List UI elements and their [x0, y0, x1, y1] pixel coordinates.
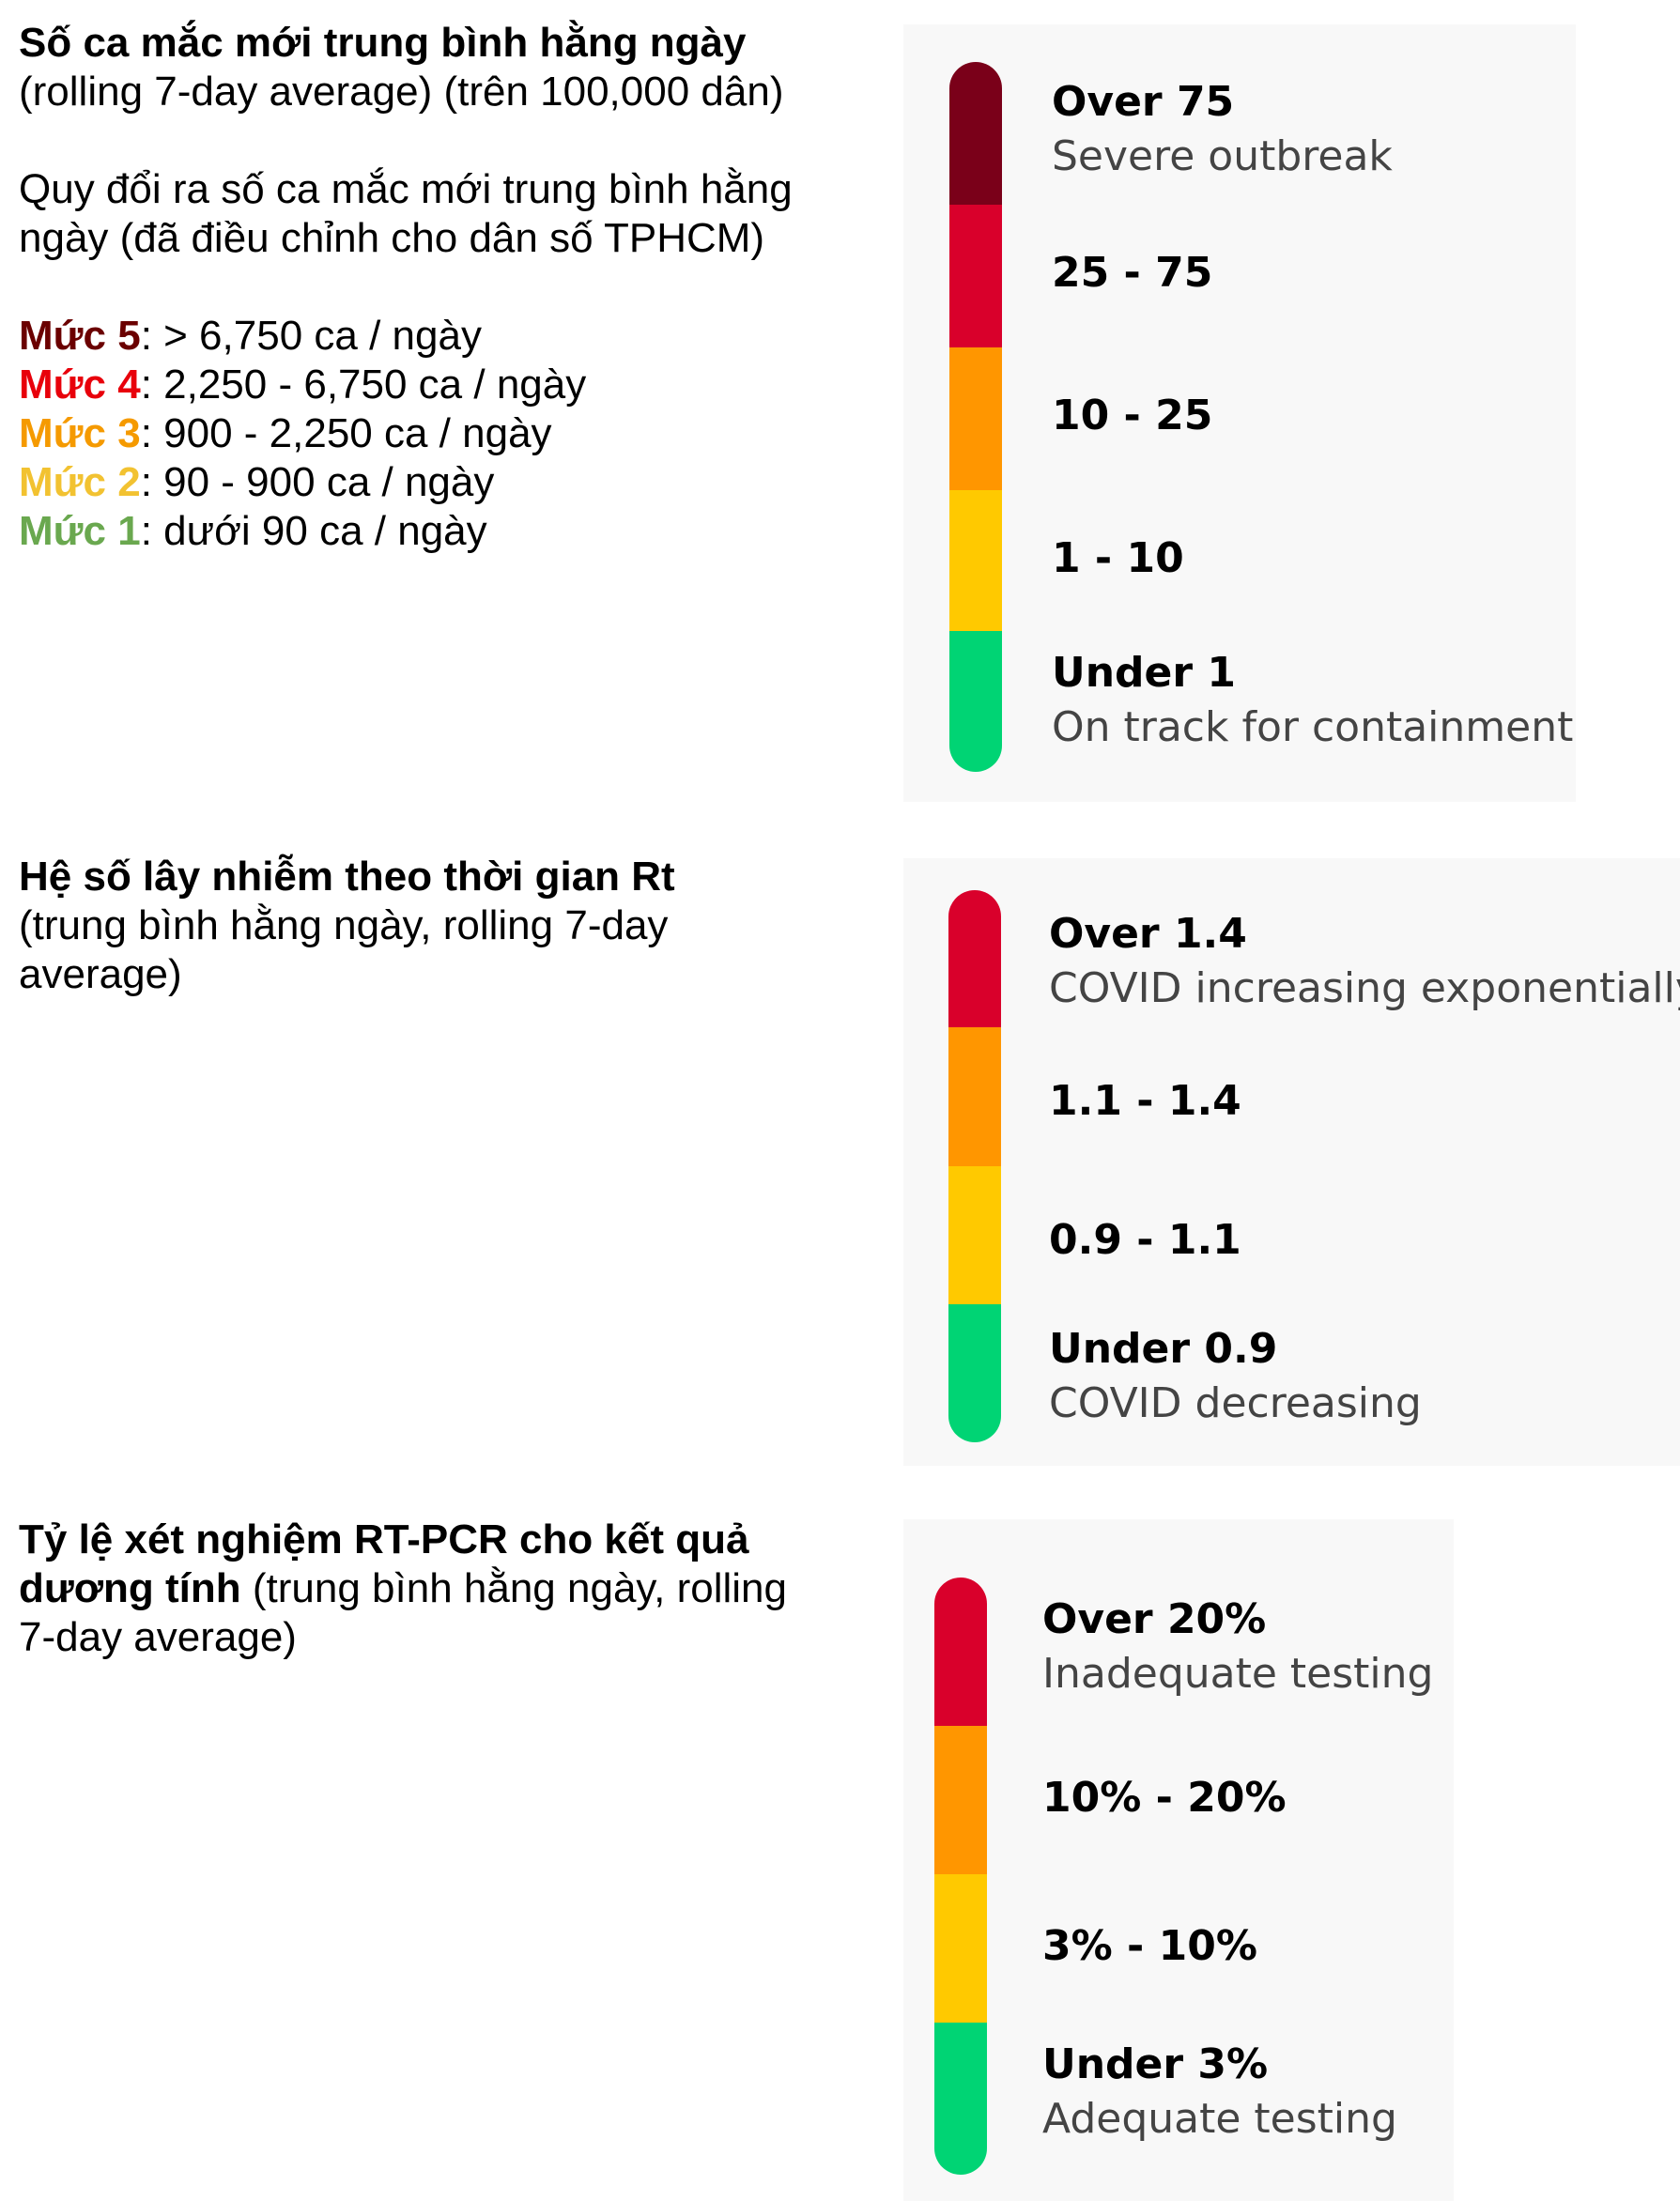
scale-range: 3% - 10%	[1042, 1922, 1257, 1970]
rt-title: Hệ số lây nhiễm theo thời gian Rt	[19, 854, 675, 900]
rt-subtitle-line-2: average)	[19, 951, 182, 997]
scale-segment	[949, 347, 1002, 490]
scale-segment	[949, 631, 1002, 772]
conversion-line-1: Quy đổi ra số ca mắc mới trung bình hằng	[19, 166, 793, 212]
level-text: : 90 - 900 ca / ngày	[140, 459, 495, 505]
scale-description: Inadequate testing	[1042, 1650, 1434, 1698]
level-name: Mức 2	[19, 459, 141, 505]
section-case-rate: Số ca mắc mới trung bình hằng ngày (roll…	[19, 19, 864, 556]
level-item-4: Mức 4: 2,250 - 6,750 ca / ngày	[19, 361, 864, 409]
scale-segment	[948, 1166, 1001, 1304]
scale-description: COVID decreasing	[1049, 1379, 1422, 1427]
scale-label: 10% - 20%	[1042, 1771, 1287, 1825]
scale-label: 0.9 - 1.1	[1049, 1213, 1241, 1268]
scale-label: Under 1 On track for containment	[1052, 646, 1573, 755]
case-rate-title: Số ca mắc mới trung bình hằng ngày	[19, 20, 747, 66]
scale-label: Under 3% Adequate testing	[1042, 2038, 1397, 2147]
case-rate-color-bar	[949, 62, 1002, 772]
positivity-title-line-1: Tỷ lệ xét nghiệm RT-PCR cho kết quả	[19, 1516, 749, 1562]
scale-label: Over 1.4 COVID increasing exponentially	[1049, 907, 1680, 1016]
scale-label: Over 20% Inadequate testing	[1042, 1593, 1433, 1701]
scale-range: Over 75	[1052, 78, 1235, 126]
scale-label: Under 0.9 COVID decreasing	[1049, 1322, 1422, 1431]
scale-segment	[949, 205, 1002, 347]
level-text: : 2,250 - 6,750 ca / ngày	[140, 362, 587, 408]
section-positivity: Tỷ lệ xét nghiệm RT-PCR cho kết quả dươn…	[19, 1516, 864, 1662]
scale-range: 0.9 - 1.1	[1049, 1216, 1241, 1264]
level-item-3: Mức 3: 900 - 2,250 ca / ngày	[19, 409, 864, 458]
scale-range: 10% - 20%	[1042, 1774, 1287, 1822]
level-text: : dưới 90 ca / ngày	[140, 508, 487, 554]
scale-segment	[949, 490, 1002, 631]
scale-range: Under 0.9	[1049, 1325, 1278, 1373]
level-name: Mức 4	[19, 362, 141, 408]
scale-range: 10 - 25	[1052, 392, 1213, 439]
scale-label: Over 75 Severe outbreak	[1052, 75, 1393, 184]
level-name: Mức 3	[19, 410, 141, 456]
scale-segment	[948, 1027, 1001, 1166]
scale-label: 1.1 - 1.4	[1049, 1074, 1241, 1129]
positivity-scale-panel: Over 20% Inadequate testing 10% - 20% 3%…	[903, 1519, 1454, 2201]
scale-range: Over 1.4	[1049, 910, 1247, 958]
scale-label: 25 - 75	[1052, 246, 1212, 300]
level-item-5: Mức 5: > 6,750 ca / ngày	[19, 312, 864, 361]
scale-label: 10 - 25	[1052, 389, 1212, 443]
scale-range: Over 20%	[1042, 1595, 1267, 1643]
scale-description: Severe outbreak	[1052, 132, 1393, 180]
scale-segment	[949, 62, 1002, 205]
level-text: : 900 - 2,250 ca / ngày	[140, 410, 552, 456]
scale-segment	[934, 2023, 987, 2175]
scale-label: 3% - 10%	[1042, 1919, 1257, 1974]
level-item-2: Mức 2: 90 - 900 ca / ngày	[19, 458, 864, 507]
scale-range: 25 - 75	[1052, 249, 1213, 297]
rt-subtitle-line-1: (trung bình hằng ngày, rolling 7-day	[19, 902, 669, 948]
positivity-title-rest: (trung bình hằng ngày, rolling	[240, 1565, 787, 1611]
level-item-1: Mức 1: dưới 90 ca / ngày	[19, 507, 864, 556]
rt-scale-panel: Over 1.4 COVID increasing exponentially …	[903, 858, 1680, 1466]
positivity-title-line-2: dương tính (trung bình hằng ngày, rollin…	[19, 1564, 864, 1613]
scale-segment	[934, 1578, 987, 1726]
scale-segment	[934, 1726, 987, 1874]
scale-segment	[934, 1874, 987, 2023]
scale-description: COVID increasing exponentially	[1049, 964, 1680, 1012]
positivity-color-bar	[934, 1578, 987, 2175]
level-name: Mức 5	[19, 313, 141, 359]
case-rate-subtitle: (rolling 7-day average) (trên 100,000 dâ…	[19, 69, 784, 115]
rt-color-bar	[948, 890, 1001, 1442]
scale-segment	[948, 1304, 1001, 1442]
scale-range: 1.1 - 1.4	[1049, 1077, 1241, 1125]
scale-label: 1 - 10	[1052, 531, 1184, 586]
conversion-line-2: ngày (đã điều chỉnh cho dân số TPHCM)	[19, 215, 765, 261]
positivity-subtitle: 7-day average)	[19, 1614, 297, 1660]
scale-segment	[948, 890, 1001, 1027]
level-name: Mức 1	[19, 508, 141, 554]
scale-description: On track for containment	[1052, 703, 1574, 751]
positivity-title-bold: dương tính	[19, 1565, 241, 1611]
scale-description: Adequate testing	[1042, 2095, 1397, 2143]
scale-range: 1 - 10	[1052, 534, 1184, 582]
section-rt: Hệ số lây nhiễm theo thời gian Rt (trung…	[19, 853, 864, 999]
level-list: Mức 5: > 6,750 ca / ngày Mức 4: 2,250 - …	[19, 312, 864, 556]
case-rate-scale-panel: Over 75 Severe outbreak 25 - 75 10 - 25 …	[903, 24, 1576, 802]
scale-range: Under 1	[1052, 649, 1237, 697]
level-text: : > 6,750 ca / ngày	[140, 313, 482, 359]
scale-range: Under 3%	[1042, 2040, 1269, 2088]
